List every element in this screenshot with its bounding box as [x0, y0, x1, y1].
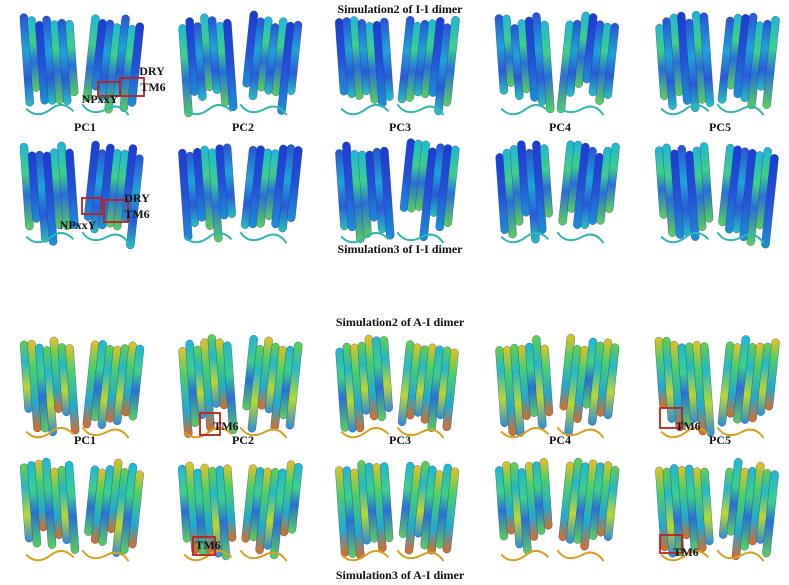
annotation: DRY — [124, 191, 150, 205]
loop — [501, 104, 548, 115]
helix-bundle — [716, 143, 779, 249]
annotation: TM6 — [124, 207, 149, 221]
annotation: NPxxY — [82, 92, 119, 106]
annotation: TM6 — [195, 538, 220, 552]
loop — [557, 549, 605, 562]
helix-bundle — [397, 340, 460, 439]
helix-bundle — [82, 337, 145, 439]
helix-bundle — [655, 141, 715, 243]
helix-bundle — [655, 10, 715, 115]
loop — [26, 550, 73, 561]
loop — [501, 427, 548, 438]
helix-bundle — [495, 458, 555, 561]
pc-label: PC4 — [549, 120, 571, 134]
helix-bundle — [495, 335, 555, 438]
group-title: Simulation2 of I-I dimer — [337, 2, 463, 16]
helix-bundle — [557, 334, 620, 441]
helix-bundle — [335, 459, 395, 562]
annotation: TM6 — [673, 545, 698, 559]
pc-label: PC3 — [389, 433, 411, 447]
helix-bundle — [20, 456, 80, 561]
helix-bundle — [335, 334, 395, 438]
group-caption: Simulation3 of I-I dimer — [337, 242, 463, 256]
helix-bundle — [82, 456, 145, 562]
helix-bundle — [20, 336, 80, 439]
pc-label: PC2 — [232, 120, 254, 134]
loop — [397, 549, 445, 562]
pc-label: PC5 — [709, 120, 731, 134]
pc-label: PC1 — [74, 433, 96, 447]
loop — [501, 232, 548, 243]
helix-bundle — [397, 138, 460, 244]
loop — [240, 231, 288, 244]
helix-bundle — [240, 140, 303, 244]
annotation: NPxxY — [60, 218, 97, 232]
group-title: Simulation2 of A-I dimer — [336, 315, 465, 329]
annotation: TM6 — [213, 419, 238, 433]
helix-bundle — [397, 11, 460, 116]
annotation: DRY — [139, 64, 165, 78]
loop — [341, 104, 388, 115]
helix-bundle — [557, 138, 620, 244]
group-caption: Simulation3 of A-I dimer — [336, 568, 465, 582]
loop — [717, 103, 765, 116]
loop — [661, 104, 708, 115]
helix-bundle — [397, 459, 460, 562]
helix-bundle — [717, 10, 780, 116]
helix-bundle — [717, 334, 780, 440]
pc-label: PC3 — [389, 120, 411, 134]
loop — [82, 231, 130, 244]
helix-bundle — [240, 335, 303, 439]
helix-bundle — [20, 10, 80, 115]
helix-bundle — [178, 143, 238, 244]
structures — [20, 10, 780, 564]
annotation: TM6 — [675, 419, 700, 433]
helix-bundle — [335, 14, 395, 115]
labels: Simulation2 of I-I dimer PC1 PC2 PC3 PC4 PC5 S… — [60, 2, 731, 582]
helix-bundle — [495, 11, 555, 116]
helix-bundle — [240, 456, 303, 562]
helix-bundle — [178, 12, 238, 117]
helix-bundle — [335, 139, 395, 244]
helix-bundle — [717, 457, 780, 563]
helix-bundle — [240, 10, 303, 116]
pc-label: PC2 — [232, 433, 254, 447]
pc-label: PC1 — [74, 120, 96, 134]
helix-bundle — [495, 139, 555, 246]
helix-bundle — [557, 457, 620, 562]
annotation: TM6 — [140, 80, 165, 94]
loop — [557, 231, 605, 244]
pc-label: PC4 — [549, 433, 571, 447]
figure: Simulation2 of I-I dimer PC1 PC2 PC3 PC4 PC5 S… — [0, 0, 789, 585]
helix-bundle — [557, 10, 620, 118]
pc-label: PC5 — [709, 433, 731, 447]
loop — [26, 104, 73, 115]
